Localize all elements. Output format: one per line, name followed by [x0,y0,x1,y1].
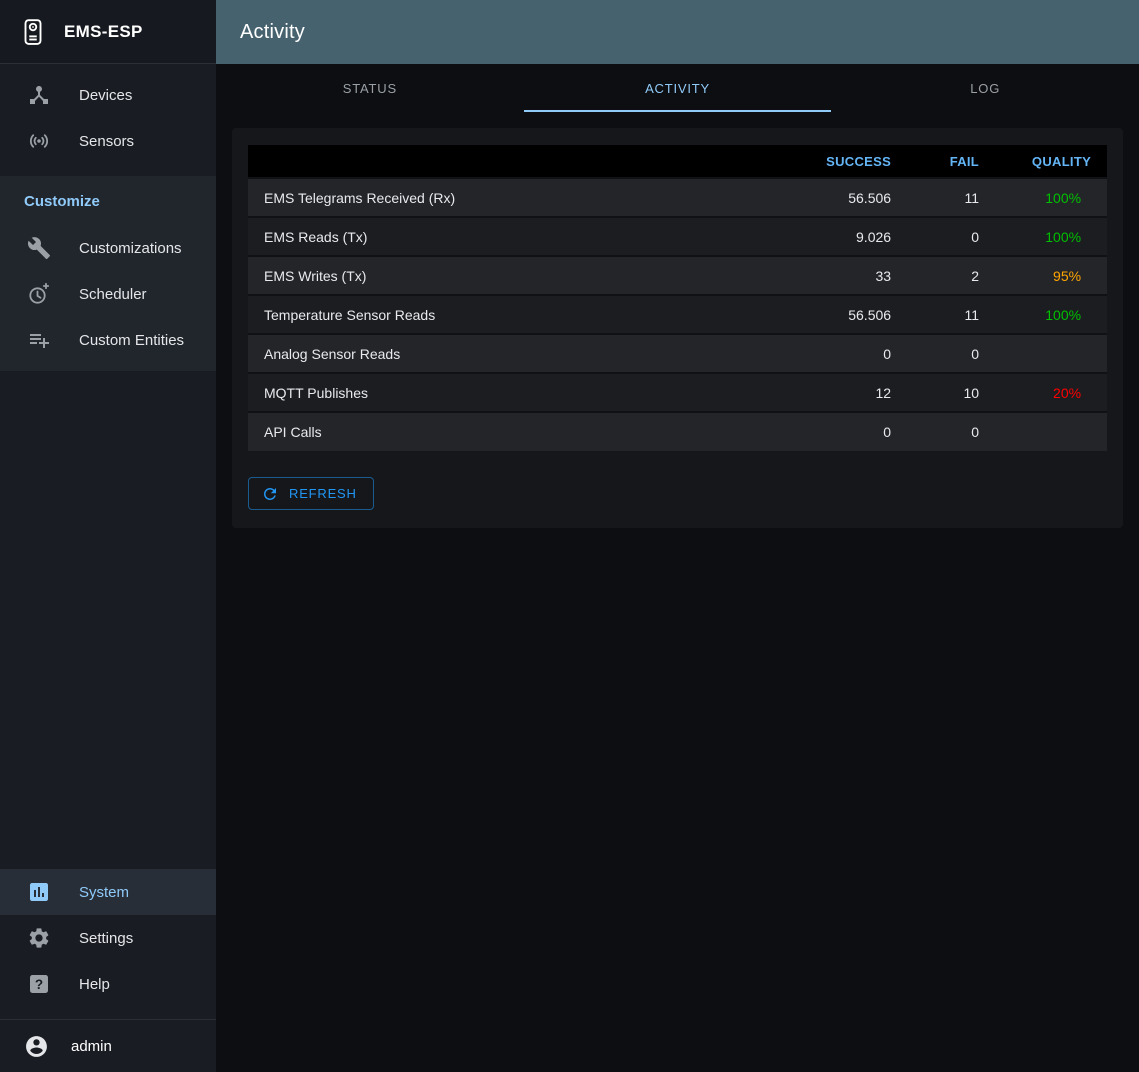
row-label: Temperature Sensor Reads [264,306,436,323]
help-icon: ? [27,972,51,996]
fail-value: 0 [971,228,980,245]
table-row: Analog Sensor Reads 0 0 [248,334,1108,373]
table-header-row: SUCCESS FAIL QUALITY [248,145,1108,178]
divider [0,1019,216,1020]
quality-value: 100% [1045,306,1082,323]
sidebar-item-devices[interactable]: Devices [0,72,216,118]
user-menu[interactable]: admin [0,1020,216,1072]
quality-value: 95% [1053,267,1082,284]
sidebar-item-label: Sensors [79,132,135,150]
sidebar-item-label: Scheduler [79,285,147,303]
page-title: Activity [240,20,305,43]
row-label: Analog Sensor Reads [264,345,401,362]
tab-log[interactable]: LOG [831,64,1139,112]
tab-activity[interactable]: ACTIVITY [523,64,832,112]
col-header-quality: QUALITY [1031,153,1092,169]
row-label: MQTT Publishes [264,384,368,401]
col-header-success: SUCCESS [826,153,892,169]
sidebar-item-system[interactable]: System [0,869,216,915]
tab-label: ACTIVITY [645,80,710,96]
quality-value [995,412,1107,451]
sidebar-item-label: Devices [79,86,133,104]
sidebar-item-customizations[interactable]: Customizations [0,225,216,271]
sidebar-item-scheduler[interactable]: Scheduler [0,271,216,317]
sidebar-item-label: Customizations [79,239,182,257]
svg-text:?: ? [35,977,43,992]
system-analytics-icon [27,880,51,904]
sidebar-item-help[interactable]: ? Help [0,961,216,1007]
row-label: EMS Reads (Tx) [264,228,368,245]
table-row: EMS Writes (Tx) 33 2 95% [248,256,1108,295]
sidebar-item-label: Custom Entities [79,331,185,349]
activity-table: SUCCESS FAIL QUALITY EMS Telegrams Recei… [248,145,1108,451]
account-circle-icon [24,1034,49,1059]
success-value: 0 [883,424,892,440]
row-label: EMS Writes (Tx) [264,267,367,284]
success-value: 0 [883,345,892,362]
sidebar-spacer [0,371,216,869]
main-area: Activity STATUS ACTIVITY LOG SUCCESS FAI… [216,0,1139,1072]
sidebar-nav-main: Devices Sensors [0,64,216,164]
app-bar: Activity [216,0,1139,64]
fail-value: 11 [964,189,980,206]
gear-icon [27,926,51,950]
refresh-icon [261,485,279,503]
quality-value [995,334,1107,373]
table-row: API Calls 0 0 [248,412,1108,451]
quality-value: 100% [1045,189,1082,206]
quality-value: 100% [1045,228,1082,245]
tab-label: LOG [970,80,1001,96]
fail-value: 11 [964,306,980,323]
success-value: 9.026 [856,228,892,245]
user-label: admin [71,1037,112,1055]
playlist-add-icon [27,328,51,352]
tab-bar: STATUS ACTIVITY LOG [216,64,1139,112]
sidebar-nav-bottom: System Settings ? Help [0,869,216,1019]
tab-status[interactable]: STATUS [216,64,524,112]
sidebar-item-sensors[interactable]: Sensors [0,118,216,164]
fail-value: 10 [963,384,980,401]
row-label: EMS Telegrams Received (Rx) [264,189,456,206]
success-value: 12 [875,384,892,401]
success-value: 56.506 [848,306,892,323]
app-header: EMS-ESP [0,0,216,64]
customize-section-header: Customize [24,193,100,210]
quality-value: 20% [1053,384,1082,401]
sidebar-item-label: Help [79,975,110,993]
row-label: API Calls [264,424,322,440]
device-hub-icon [27,83,51,107]
sidebar-item-custom-entities[interactable]: Custom Entities [0,317,216,363]
sidebar-item-label: Settings [79,929,134,947]
refresh-button[interactable]: REFRESH [248,477,374,510]
fail-value: 2 [971,267,980,284]
activity-panel: SUCCESS FAIL QUALITY EMS Telegrams Recei… [232,128,1124,528]
refresh-button-label: REFRESH [289,486,357,501]
table-row: EMS Telegrams Received (Rx) 56.506 11 10… [248,178,1108,217]
scheduler-clock-icon [27,282,51,306]
success-value: 33 [875,267,892,284]
fail-value: 0 [971,345,980,362]
fail-value: 0 [971,424,980,440]
app-logo-icon [18,17,48,47]
col-header-fail: FAIL [949,153,980,169]
sidebar: EMS-ESP Devices Sensors Customize [0,0,216,1072]
table-row: EMS Reads (Tx) 9.026 0 100% [248,217,1108,256]
table-row: Temperature Sensor Reads 56.506 11 100% [248,295,1108,334]
app-title: EMS-ESP [64,21,143,41]
success-value: 56.506 [848,189,892,206]
col-header-blank [248,145,777,178]
table-row: MQTT Publishes 12 10 20% [248,373,1108,412]
sensors-icon [27,129,51,153]
sidebar-item-settings[interactable]: Settings [0,915,216,961]
tab-label: STATUS [342,80,397,96]
sidebar-section-customize: Customize Customizations Scheduler Custo… [0,176,216,371]
sidebar-item-label: System [79,883,130,901]
tools-icon [27,236,51,260]
